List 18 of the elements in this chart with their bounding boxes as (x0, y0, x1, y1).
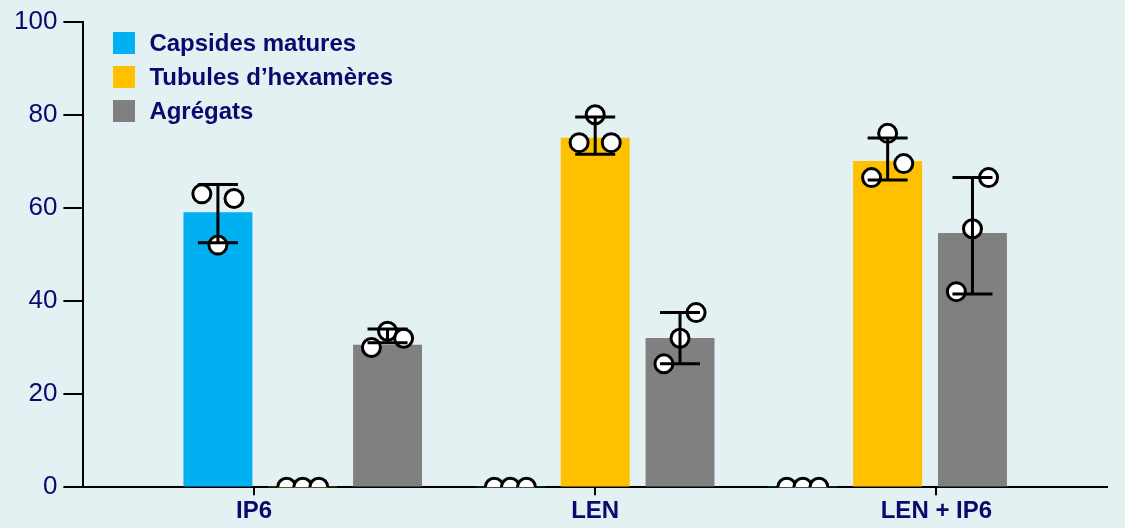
y-tick-label: 100 (13, 4, 58, 35)
legend-label: Agrégats (149, 95, 254, 126)
legend-label: Tubules d’hexamères (149, 61, 394, 92)
y-tick-label: 80 (28, 97, 58, 128)
bar (938, 233, 1007, 487)
y-tick-label: 0 (42, 470, 58, 501)
bar (645, 337, 715, 487)
bar (560, 137, 630, 487)
x-tick-label: LEN + IP6 (880, 496, 993, 524)
y-tick-label: 60 (28, 191, 58, 222)
x-tick-label: IP6 (235, 496, 272, 524)
y-tick-label: 20 (28, 377, 58, 408)
legend-label: Capsides matures (149, 27, 357, 58)
bar (853, 160, 923, 487)
bar (183, 212, 253, 487)
bar (353, 344, 422, 487)
x-tick-label: LEN (571, 496, 620, 524)
y-tick-label: 40 (28, 284, 58, 315)
